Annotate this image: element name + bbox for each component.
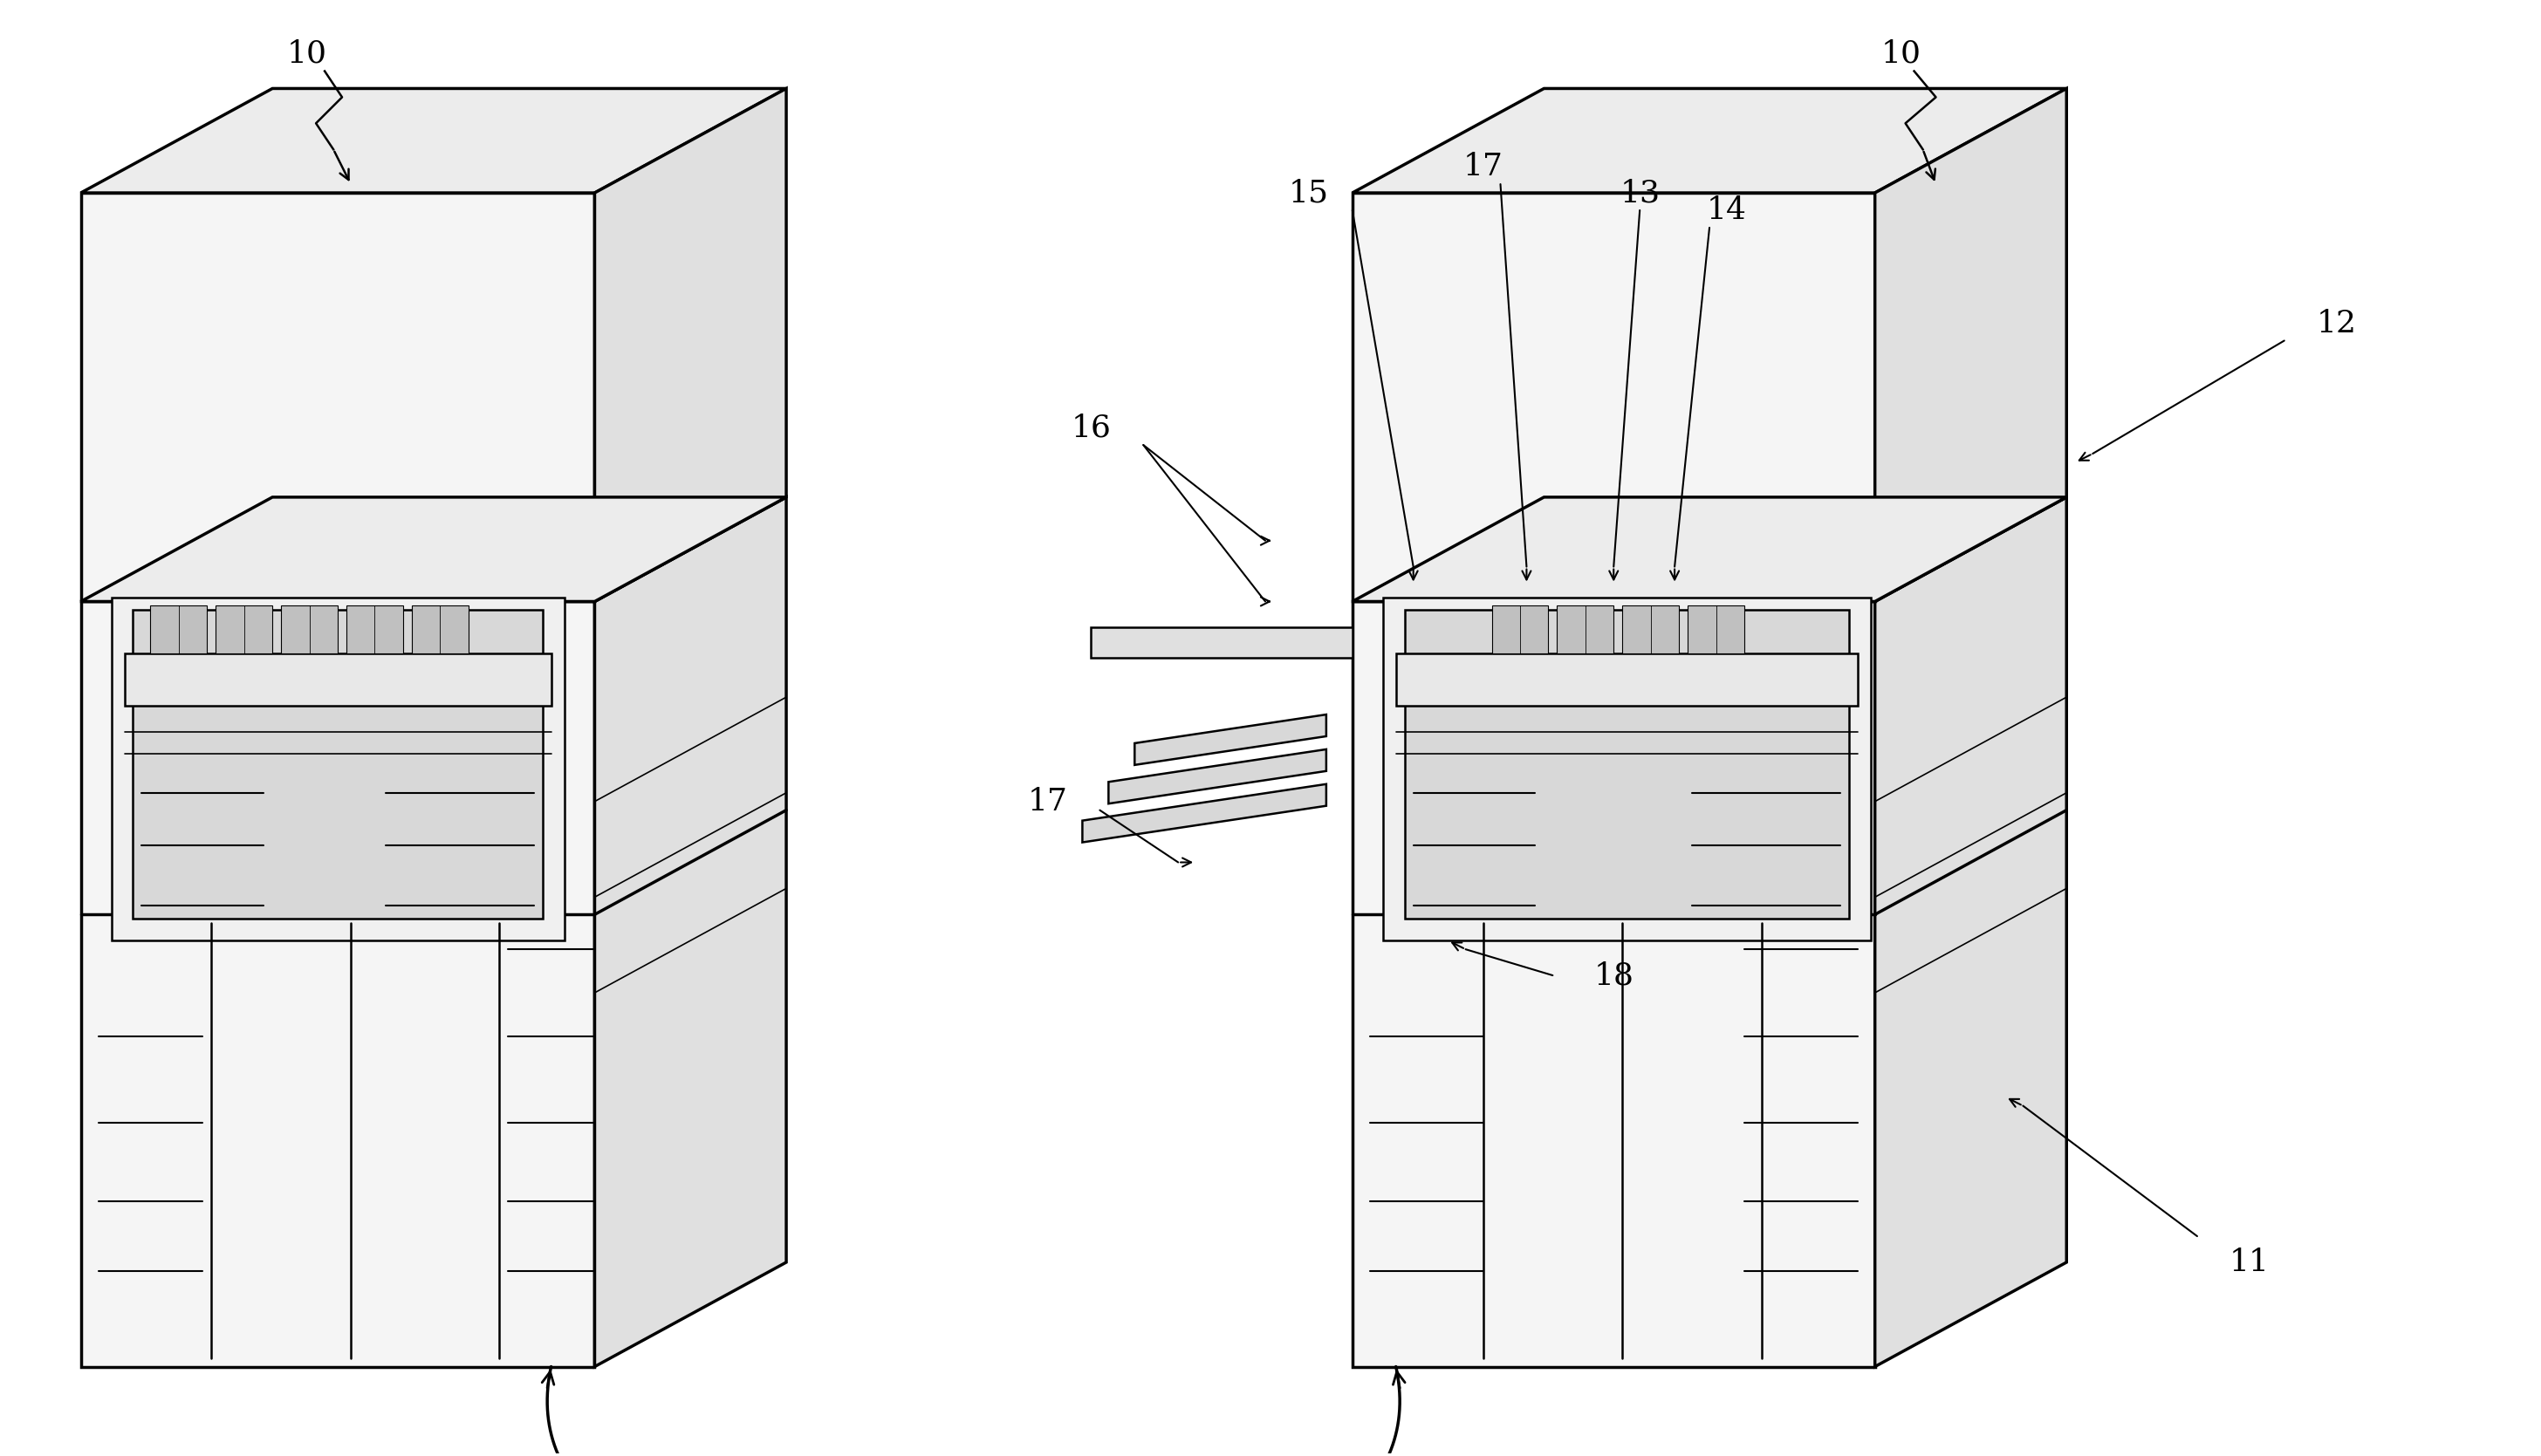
Polygon shape [1352, 89, 2066, 192]
Polygon shape [112, 597, 564, 941]
Text: 17: 17 [1464, 151, 1504, 182]
Polygon shape [1492, 606, 1547, 654]
Polygon shape [1352, 496, 2066, 601]
Polygon shape [81, 192, 595, 601]
Text: 10: 10 [1880, 39, 1921, 68]
Polygon shape [1687, 606, 1743, 654]
Polygon shape [125, 654, 551, 706]
Text: 16: 16 [1072, 412, 1110, 443]
Polygon shape [81, 89, 785, 192]
Polygon shape [1108, 750, 1326, 804]
Polygon shape [595, 496, 785, 1367]
Text: 14: 14 [1708, 195, 1748, 226]
Polygon shape [1082, 785, 1326, 843]
Text: 18: 18 [1593, 961, 1634, 990]
Polygon shape [595, 89, 785, 601]
Polygon shape [150, 606, 208, 654]
Polygon shape [1136, 715, 1326, 764]
Polygon shape [1405, 610, 1850, 919]
Polygon shape [216, 606, 272, 654]
Polygon shape [346, 606, 404, 654]
Polygon shape [412, 606, 468, 654]
Polygon shape [1090, 628, 1352, 658]
Text: 12: 12 [2317, 309, 2356, 338]
Polygon shape [282, 606, 338, 654]
Polygon shape [81, 496, 785, 601]
Polygon shape [1382, 597, 1870, 941]
Polygon shape [81, 601, 595, 1367]
Polygon shape [1352, 192, 1875, 601]
Text: 11: 11 [2228, 1248, 2269, 1277]
Text: 10: 10 [287, 39, 328, 68]
Polygon shape [1395, 654, 1857, 706]
Polygon shape [1875, 496, 2066, 1367]
Polygon shape [1352, 601, 1875, 1367]
Polygon shape [1621, 606, 1680, 654]
Text: 13: 13 [1619, 178, 1659, 208]
Text: 17: 17 [1027, 786, 1067, 817]
Polygon shape [1558, 606, 1614, 654]
Text: 15: 15 [1288, 178, 1329, 208]
Polygon shape [132, 610, 541, 919]
Polygon shape [1875, 89, 2066, 601]
